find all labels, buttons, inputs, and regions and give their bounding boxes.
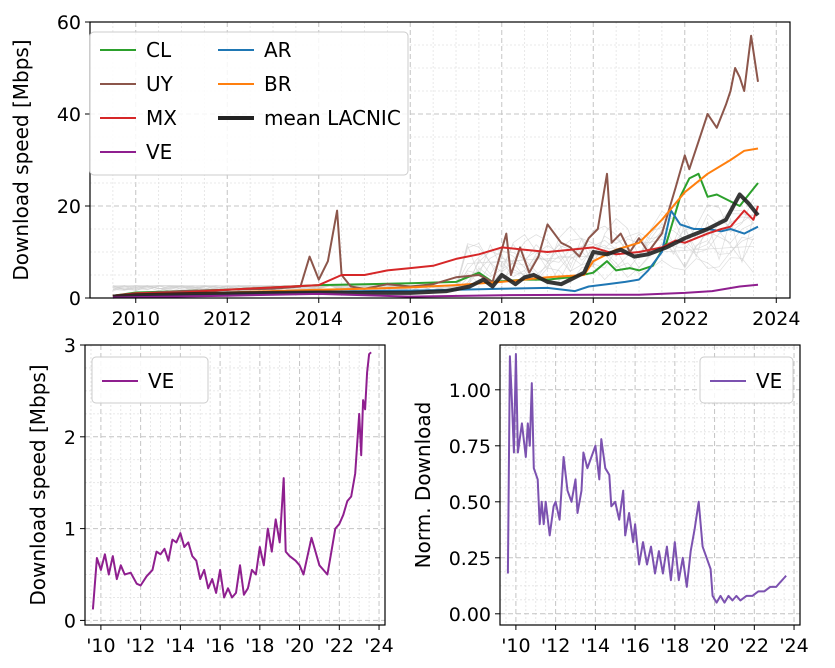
y-axis-label: Download speed [Mbps] [9,39,33,280]
legend-label: VE [756,369,782,393]
y-axis-label: Download speed [Mbps] [26,364,50,605]
y-tick-label: 60 [57,12,81,34]
y-tick-label: 0.75 [449,436,491,458]
y-axis-label: Norm. Download [411,402,435,569]
x-tick-label: '12 [541,635,570,657]
x-tick-label: '24 [779,635,808,657]
legend-label: VE [146,140,172,164]
y-tick-label: 0 [69,288,81,310]
chart-top: 2010 2012 2014 2016 2018 2020 2022 2024 0 20 40 60 D… [9,12,800,330]
series-line-ve [112,283,759,299]
x-tick-label: 2022 [661,308,709,330]
x-tick-label: '14 [166,635,195,657]
x-tick-label: '16 [205,635,234,657]
x-tick-label: 2018 [478,308,526,330]
x-tick-label: '20 [700,635,729,657]
legend-label: AR [264,38,292,62]
x-tick-label: 2010 [112,308,160,330]
series-line-mean-lacnic [112,192,760,299]
series-line-mx [112,205,759,297]
y-tick-label: 3 [64,335,76,357]
x-tick-label: '10 [501,635,530,657]
x-tick-label: '18 [245,635,274,657]
legend-label: MX [146,106,177,130]
y-tick-label: 2 [64,427,76,449]
x-tick-label: '12 [126,635,155,657]
y-tick-label: 20 [57,196,81,218]
x-tick-label: 2014 [295,308,343,330]
y-tick-label: 40 [57,104,81,126]
x-tick-label: '10 [86,635,115,657]
x-tick-label: '24 [364,635,393,657]
series-line-ve [91,351,372,610]
legend-box [699,356,794,404]
x-tick-label: 2016 [386,308,434,330]
y-tick-label: 0 [64,610,76,632]
axes-frame [499,344,801,626]
legend-label: BR [264,72,292,96]
legend-label: CL [146,38,172,62]
y-tick-label: 0.50 [449,492,491,514]
x-tick-label: '22 [325,635,354,657]
y-tick-label: 1.00 [449,380,491,402]
legend: CL AR UY BR MX mean LACNIC VE [89,31,409,176]
grid [500,345,800,625]
x-tick-label: '22 [740,635,769,657]
legend: VE [91,356,209,404]
axes-frame [84,344,386,626]
legend-label: UY [146,72,174,96]
x-tick-label: '18 [660,635,689,657]
x-tick-label: '20 [285,635,314,657]
chart-bottom-right: '10 '12 '14 '16 '18 '20 '22 '24 0.00 0.25 0.50 0.75… [411,344,809,657]
legend-label: mean LACNIC [264,106,401,130]
series-line-uy [112,34,759,297]
legend-box [91,356,209,404]
y-tick-label: 0.25 [449,548,491,570]
legend-box [89,31,409,176]
legend-label: VE [148,369,174,393]
background-country-line [112,198,754,292]
series-line-ve [506,353,787,604]
y-tick-label: 1 [64,519,76,541]
y-tick-label: 0.00 [449,604,491,626]
x-tick-label: 2012 [203,308,251,330]
x-tick-label: '16 [620,635,649,657]
background-series [112,198,754,292]
x-tick-label: 2020 [569,308,617,330]
legend: VE [699,356,794,404]
grid [85,344,385,625]
chart-bottom-left: '10 '12 '14 '16 '18 '20 '22 '24 0 1 2 3 Download spe… [26,335,394,657]
x-tick-label: 2024 [752,308,800,330]
x-tick-label: '14 [581,635,610,657]
